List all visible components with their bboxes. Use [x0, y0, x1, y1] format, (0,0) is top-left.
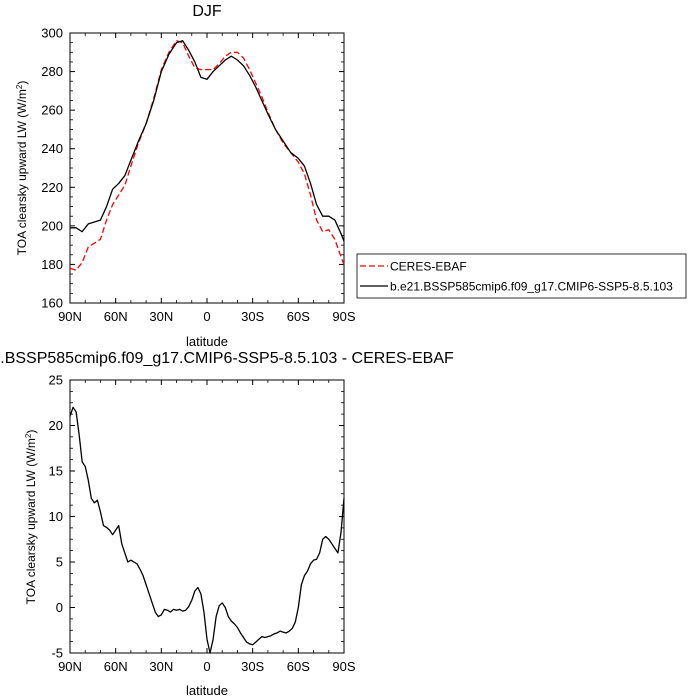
top-panel: DJF 90N 60N 30N 0 30S 60S 90S 160 180 200 220 240 26…: [15, 3, 687, 349]
legend: CERES-EBAF b.e21.BSSP585cmip6.f09_g17.CM…: [356, 253, 687, 299]
top-x-tick-label: 90S: [332, 309, 355, 324]
top-ticks: 90N 60N 30N 0 30S 60S 90S 160 180 200 220 240 260 280…: [41, 26, 356, 325]
bottom-y-tick-label: 5: [56, 555, 63, 570]
top-series-line-0: [69, 40, 345, 271]
bottom-y-tick-label: 15: [49, 464, 63, 479]
top-y-tick-label: 220: [41, 180, 63, 195]
top-y-tick-label: 200: [41, 218, 63, 233]
top-x-axis-label: latitude: [186, 334, 228, 349]
bottom-chart-title: b.e21.BSSP585cmip6.f09_g17.CMIP6-SSP5-8.…: [0, 350, 454, 367]
top-y-tick-label: 260: [41, 103, 63, 118]
bottom-series: [69, 406, 345, 654]
bottom-x-tick-label: 30S: [241, 659, 264, 674]
bottom-y-axis-label: TOA clearsky upward LW (W/m2): [24, 430, 39, 605]
top-x-tick-label: 90N: [58, 309, 82, 324]
bottom-plot-frame: [69, 379, 345, 654]
bottom-y-tick-label: -5: [51, 646, 63, 661]
bottom-y-tick-label: 25: [49, 373, 63, 388]
bottom-x-axis-label: latitude: [186, 683, 228, 698]
bottom-x-tick-label: 60S: [287, 659, 310, 674]
bottom-x-tick-label: 30N: [149, 659, 173, 674]
top-x-tick-label: 60S: [287, 309, 310, 324]
bottom-y-tick-label: 0: [56, 600, 63, 615]
top-plot-frame: [69, 32, 345, 304]
top-series-line-1: [70, 40, 345, 242]
top-x-tick-label: 0: [203, 309, 210, 324]
top-chart-title: DJF: [192, 3, 222, 20]
bottom-panel: b.e21.BSSP585cmip6.f09_g17.CMIP6-SSP5-8.…: [0, 350, 454, 698]
bottom-series-line-0: [69, 406, 345, 654]
top-x-tick-label: 60N: [104, 309, 128, 324]
bottom-ticks: 90N 60N 30N 0 30S 60S 90S -5 0 5 10 15 20 25: [49, 373, 356, 675]
top-series: [69, 40, 345, 271]
top-y-axis-label: TOA clearsky upward LW (W/m2): [15, 81, 30, 256]
top-y-tick-label: 280: [41, 64, 63, 79]
bottom-y-tick-label: 20: [49, 418, 63, 433]
bottom-x-tick-label: 60N: [104, 659, 128, 674]
top-x-tick-label: 30S: [241, 309, 264, 324]
legend-label-model: b.e21.BSSP585cmip6.f09_g17.CMIP6-SSP5-8.…: [390, 280, 673, 294]
top-y-tick-label: 180: [41, 257, 63, 272]
bottom-x-tick-label: 0: [203, 659, 210, 674]
bottom-x-tick-label: 90N: [58, 659, 82, 674]
top-y-tick-label: 300: [41, 26, 63, 41]
legend-box: [356, 253, 687, 299]
legend-label-ceres: CERES-EBAF: [390, 260, 467, 274]
top-y-tick-label: 240: [41, 141, 63, 156]
bottom-y-tick-label: 10: [49, 509, 63, 524]
top-x-tick-label: 30N: [149, 309, 173, 324]
bottom-x-tick-label: 90S: [332, 659, 355, 674]
top-y-tick-label: 160: [41, 296, 63, 311]
